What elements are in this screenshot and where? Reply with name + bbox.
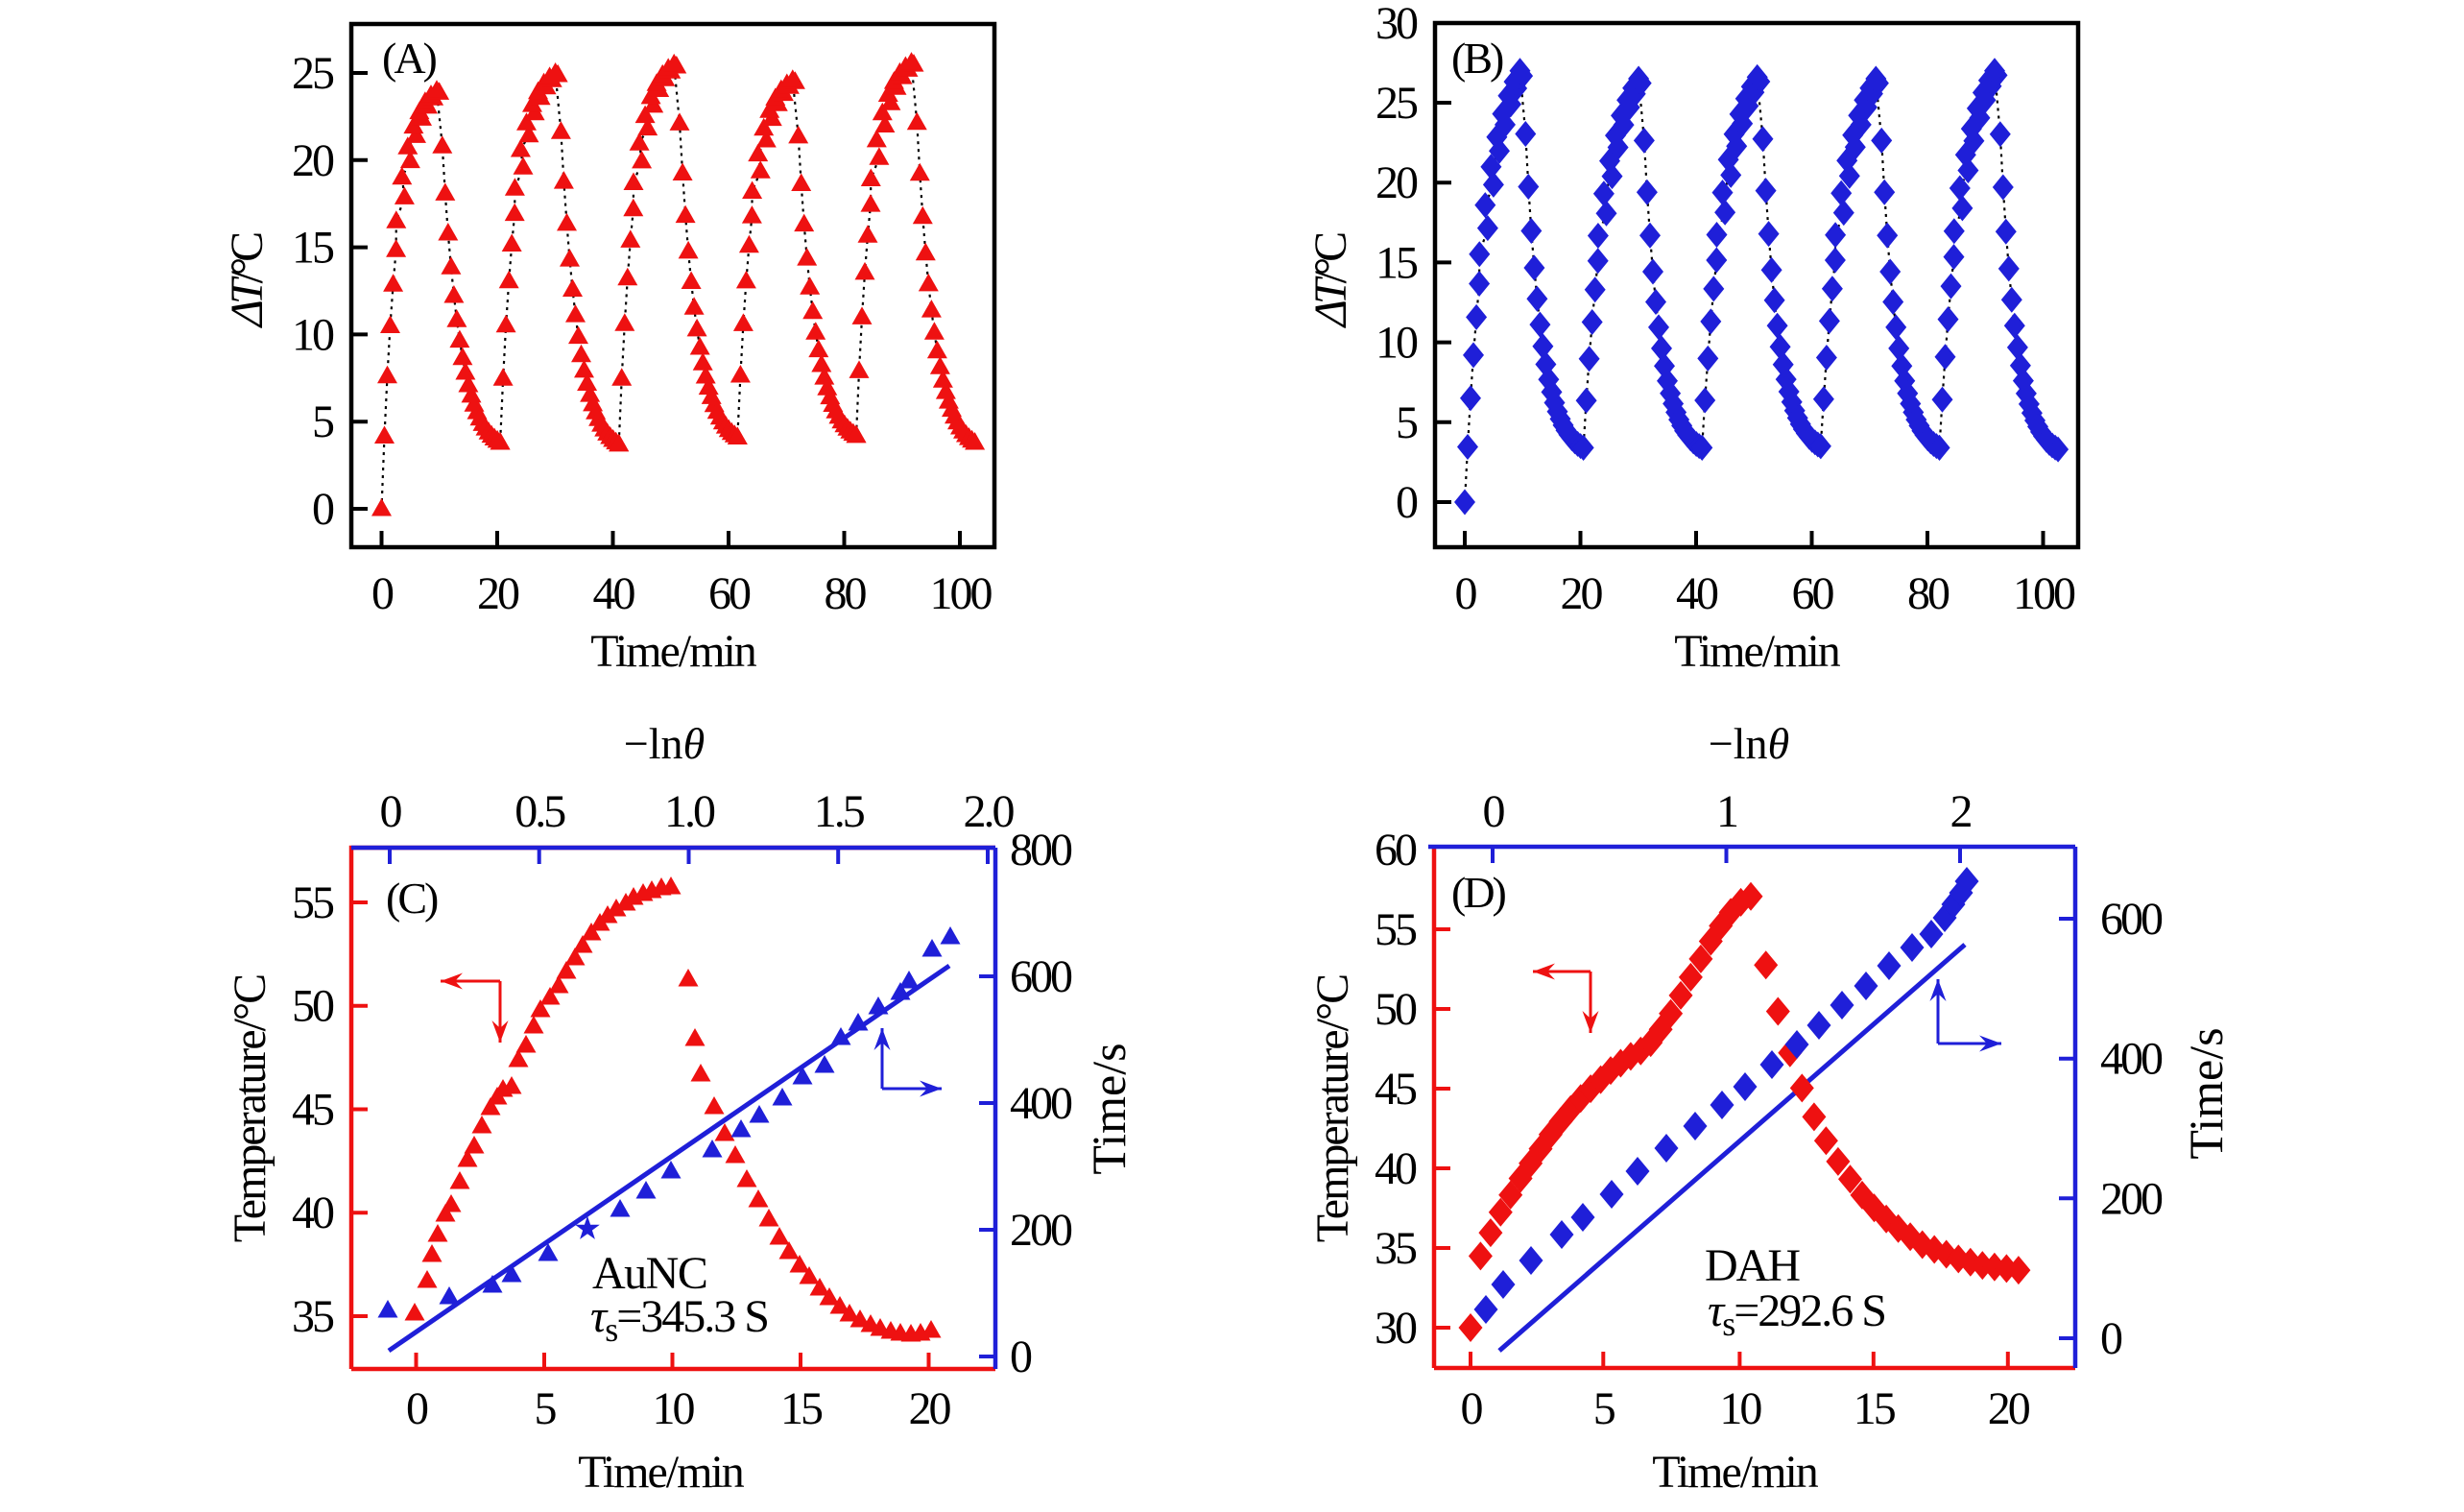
svg-text:10: 10 [292,309,334,360]
svg-text:2: 2 [1950,786,1972,837]
svg-text:(B): (B) [1451,34,1503,83]
svg-text:15: 15 [780,1383,823,1434]
svg-text:0: 0 [2100,1313,2122,1364]
svg-text:ΔT/°C: ΔT/°C [222,233,273,328]
svg-text:0: 0 [312,484,334,535]
svg-text:100: 100 [930,568,993,619]
svg-text:40: 40 [1676,568,1718,619]
svg-text:1.0: 1.0 [664,786,715,837]
svg-text:50: 50 [1375,984,1417,1035]
svg-text:35: 35 [292,1291,334,1342]
svg-text:τs=345.3 S: τs=345.3 S [590,1291,768,1349]
svg-text:15: 15 [1854,1383,1896,1434]
svg-text:5: 5 [535,1383,557,1434]
svg-text:Time/min: Time/min [590,626,757,677]
svg-text:600: 600 [1010,951,1072,1002]
svg-text:30: 30 [1376,0,1418,49]
svg-text:2.0: 2.0 [964,786,1015,837]
svg-text:600: 600 [2100,894,2163,945]
svg-text:0: 0 [380,786,402,837]
svg-text:−lnθ: −lnθ [1709,719,1789,768]
svg-text:55: 55 [292,877,334,928]
svg-text:Time/min: Time/min [1652,1447,1819,1498]
svg-text:400: 400 [1010,1078,1072,1129]
svg-text:200: 200 [2100,1173,2163,1224]
svg-text:0.5: 0.5 [514,786,565,837]
svg-text:200: 200 [1010,1205,1072,1256]
svg-text:15: 15 [292,223,334,274]
svg-text:20: 20 [292,135,334,186]
svg-text:80: 80 [1907,568,1950,619]
svg-text:Time/s: Time/s [2179,1027,2233,1159]
svg-text:τs=292.6 S: τs=292.6 S [1708,1285,1885,1343]
svg-text:0: 0 [1396,477,1418,528]
svg-text:AuNC: AuNC [592,1248,706,1299]
svg-text:−lnθ: −lnθ [624,719,705,768]
svg-text:40: 40 [292,1188,334,1238]
svg-text:50: 50 [292,981,334,1032]
svg-text:25: 25 [1376,78,1418,129]
svg-text:1.5: 1.5 [814,786,865,837]
svg-text:1: 1 [1716,786,1737,837]
svg-text:(A): (A) [382,34,437,83]
svg-text:5: 5 [312,396,334,447]
svg-text:Temperature/°C: Temperature/°C [225,975,275,1242]
svg-text:40: 40 [1375,1143,1417,1194]
svg-text:30: 30 [1375,1303,1417,1354]
svg-text:DAH: DAH [1705,1240,1800,1291]
svg-text:(C): (C) [386,874,438,923]
svg-text:20: 20 [909,1383,951,1434]
svg-text:0: 0 [1483,786,1505,837]
svg-text:5: 5 [1396,397,1418,448]
svg-text:20: 20 [1561,568,1603,619]
svg-text:20: 20 [477,568,519,619]
svg-text:25: 25 [292,48,334,99]
svg-text:20: 20 [1988,1383,2030,1434]
svg-text:35: 35 [1375,1223,1417,1274]
svg-text:45: 45 [1375,1064,1417,1115]
svg-text:100: 100 [2013,568,2075,619]
svg-text:Time/min: Time/min [1674,626,1841,677]
svg-text:55: 55 [1375,904,1417,955]
svg-text:0: 0 [371,568,394,619]
svg-text:5: 5 [1593,1383,1615,1434]
svg-text:400: 400 [2100,1034,2163,1085]
svg-text:10: 10 [653,1383,695,1434]
svg-text:Temperature/°C: Temperature/°C [1307,975,1358,1242]
svg-text:80: 80 [825,568,867,619]
svg-text:40: 40 [593,568,635,619]
svg-text:15: 15 [1376,237,1418,288]
svg-text:20: 20 [1376,157,1418,208]
svg-text:(D): (D) [1451,868,1506,917]
svg-text:0: 0 [1461,1383,1483,1434]
svg-text:ΔT/°C: ΔT/°C [1305,233,1356,328]
svg-text:10: 10 [1719,1383,1761,1434]
svg-text:0: 0 [1455,568,1477,619]
svg-text:Time/min: Time/min [578,1447,745,1498]
svg-text:0: 0 [1010,1332,1032,1382]
svg-text:60: 60 [1792,568,1834,619]
svg-text:10: 10 [1376,318,1418,369]
svg-text:45: 45 [292,1085,334,1136]
svg-text:800: 800 [1010,825,1072,876]
svg-text:60: 60 [1375,825,1417,876]
svg-text:60: 60 [708,568,751,619]
svg-text:Time/s: Time/s [1082,1043,1136,1174]
svg-text:0: 0 [406,1383,428,1434]
